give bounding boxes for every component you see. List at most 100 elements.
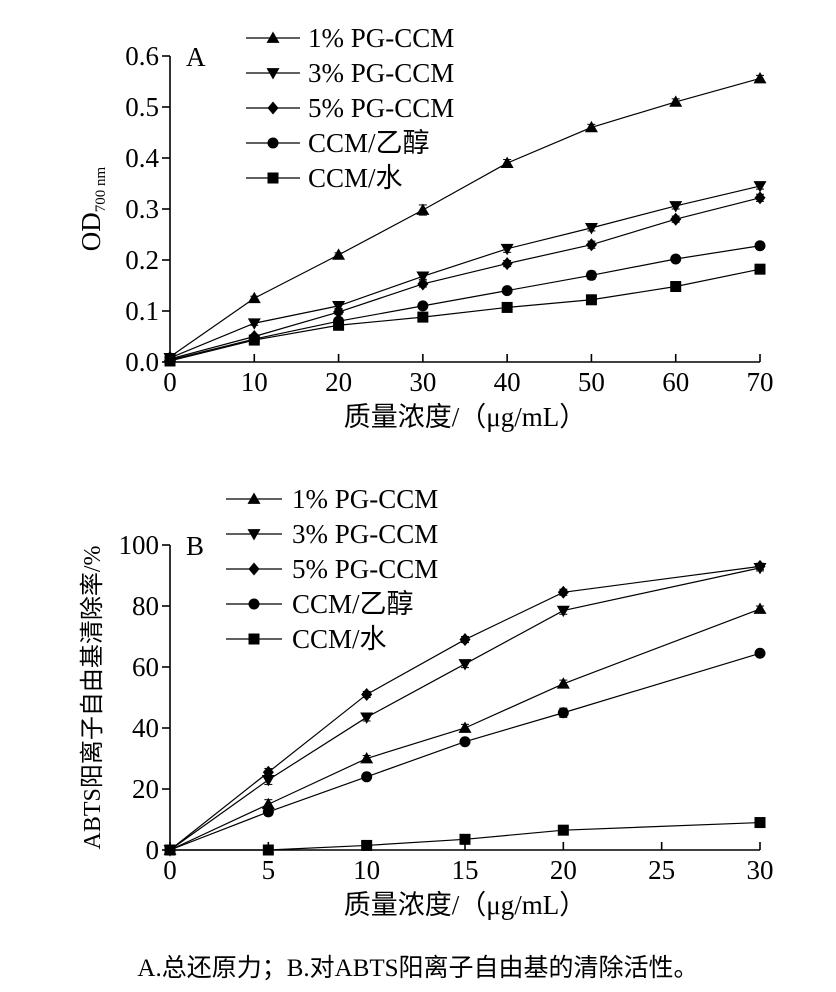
series-line bbox=[169, 245, 761, 361]
legend-entry: 5% PG-CCM bbox=[226, 554, 438, 584]
data-point bbox=[361, 839, 373, 851]
series-3 bbox=[164, 647, 766, 856]
data-point bbox=[333, 305, 345, 319]
y-tick-label: 80 bbox=[132, 591, 159, 621]
x-tick-label: 70 bbox=[747, 367, 774, 397]
data-point bbox=[754, 240, 766, 252]
data-point bbox=[556, 677, 570, 689]
series-4 bbox=[164, 817, 766, 856]
data-point bbox=[557, 824, 569, 836]
legend-label: 5% PG-CCM bbox=[308, 93, 454, 123]
data-point bbox=[248, 334, 260, 346]
data-point bbox=[585, 269, 597, 281]
data-point bbox=[754, 263, 766, 275]
legend-label: 1% PG-CCM bbox=[308, 23, 454, 53]
legend-marker bbox=[266, 68, 280, 80]
data-point bbox=[262, 806, 274, 818]
data-point bbox=[417, 277, 429, 291]
y-tick-label: 40 bbox=[132, 713, 159, 743]
legend-marker bbox=[248, 562, 260, 576]
x-tick-label: 30 bbox=[747, 855, 774, 885]
x-tick-label: 20 bbox=[325, 367, 352, 397]
data-point bbox=[261, 774, 275, 787]
x-tick-label: 0 bbox=[163, 855, 177, 885]
data-point bbox=[754, 647, 766, 659]
legend-label: 5% PG-CCM bbox=[292, 554, 438, 584]
series-0 bbox=[163, 71, 767, 362]
legend-marker bbox=[248, 598, 260, 610]
y-tick-label: 0.5 bbox=[125, 92, 159, 122]
data-point bbox=[754, 191, 766, 205]
legend-label: CCM/乙醇 bbox=[292, 589, 414, 619]
legend-label: 1% PG-CCM bbox=[292, 484, 438, 514]
data-point bbox=[556, 605, 570, 618]
data-point bbox=[360, 712, 374, 724]
data-point bbox=[417, 300, 429, 312]
legend-entry: CCM/水 bbox=[226, 624, 387, 654]
data-point bbox=[557, 707, 569, 719]
legend-label: CCM/水 bbox=[308, 163, 403, 193]
data-point bbox=[584, 120, 598, 133]
y-tick-label: 0.6 bbox=[125, 41, 159, 71]
x-tick-label: 60 bbox=[662, 367, 689, 397]
series-line bbox=[170, 821, 761, 851]
x-tick-label: 30 bbox=[409, 367, 436, 397]
legend-entry: CCM/乙醇 bbox=[246, 128, 430, 158]
data-point bbox=[670, 212, 682, 226]
legend-marker bbox=[267, 137, 279, 149]
x-tick-label: 5 bbox=[262, 855, 276, 885]
y-tick-label: 0.2 bbox=[125, 245, 159, 275]
x-axis-title: 质量浓度/（μg/mL） bbox=[344, 890, 586, 920]
data-point bbox=[669, 95, 683, 107]
y-axis-title: OD700 nm bbox=[76, 166, 109, 251]
data-point bbox=[500, 156, 514, 168]
y-axis-title-main: OD bbox=[76, 212, 106, 251]
data-point bbox=[584, 222, 598, 235]
x-tick-label: 20 bbox=[550, 855, 577, 885]
data-point bbox=[753, 602, 767, 614]
data-point bbox=[585, 238, 597, 252]
series-line bbox=[169, 268, 761, 362]
data-point bbox=[501, 285, 513, 297]
series-line bbox=[169, 197, 761, 360]
x-axis-title: 质量浓度/（μg/mL） bbox=[344, 402, 586, 432]
data-point bbox=[585, 294, 597, 306]
chart-panel-a: 0.0 0.1 0.2 0.3 0.4 0.5 0.6 0 10 20 30 40 50 60 70 质量浓度… bbox=[76, 23, 774, 432]
legend-label: 3% PG-CCM bbox=[292, 519, 438, 549]
data-point bbox=[501, 301, 513, 313]
legend-label: CCM/水 bbox=[292, 624, 387, 654]
chart-panel-b: 0 20 40 60 80 100 0 5 10 15 20 25 30 质量浓度/（μg/mL） ABTS… bbox=[79, 484, 774, 920]
y-tick-label: 100 bbox=[119, 530, 160, 560]
y-tick-label: 60 bbox=[132, 652, 159, 682]
series-line bbox=[169, 77, 761, 358]
legend-label: CCM/乙醇 bbox=[308, 128, 430, 158]
data-point bbox=[262, 765, 274, 779]
series-line bbox=[169, 652, 761, 851]
series-4 bbox=[164, 263, 766, 367]
data-point bbox=[361, 687, 373, 701]
y-axis-title-subscript: 700 nm bbox=[93, 166, 109, 212]
legend-entry: 1% PG-CCM bbox=[226, 484, 438, 514]
data-point bbox=[416, 271, 430, 283]
legend-entry: 3% PG-CCM bbox=[226, 519, 438, 549]
series-line bbox=[169, 608, 761, 851]
data-point bbox=[417, 311, 429, 323]
data-point bbox=[458, 659, 472, 671]
data-point bbox=[754, 559, 766, 573]
legend-marker bbox=[266, 31, 280, 43]
legend-marker bbox=[267, 172, 279, 184]
data-point bbox=[459, 736, 471, 748]
data-point bbox=[501, 257, 513, 271]
legend-entry: 5% PG-CCM bbox=[246, 93, 454, 123]
y-tick-label: 0.3 bbox=[125, 194, 159, 224]
legend-entry: 1% PG-CCM bbox=[246, 23, 454, 53]
legend-entry: CCM/水 bbox=[246, 163, 403, 193]
legend-label: 3% PG-CCM bbox=[308, 58, 454, 88]
data-point bbox=[247, 318, 261, 330]
panel-label: A bbox=[186, 42, 206, 72]
y-axis-title: ABTS阳离子自由基清除率/% bbox=[79, 545, 106, 849]
y-tick-label: 0 bbox=[146, 835, 160, 865]
legend-entry: 3% PG-CCM bbox=[246, 58, 454, 88]
x-tick-label: 10 bbox=[241, 367, 268, 397]
